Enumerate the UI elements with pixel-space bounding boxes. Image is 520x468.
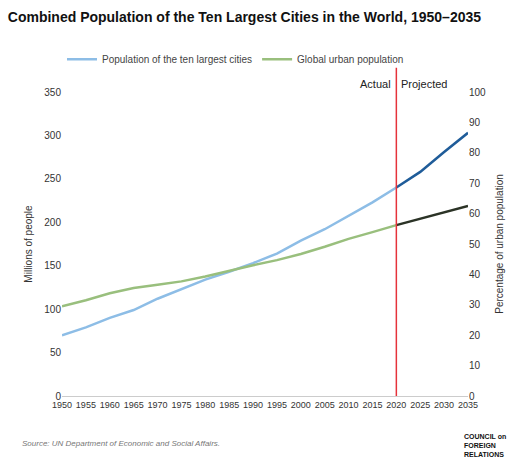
- svg-text:2015: 2015: [362, 400, 382, 410]
- svg-text:Global urban population: Global urban population: [297, 54, 403, 65]
- svg-text:2025: 2025: [410, 400, 430, 410]
- svg-text:Projected: Projected: [401, 78, 447, 90]
- svg-text:20: 20: [469, 330, 481, 341]
- svg-text:COUNCIL onFOREIGNRELATIONS: COUNCIL onFOREIGNRELATIONS: [464, 433, 506, 458]
- svg-text:1980: 1980: [195, 400, 215, 410]
- svg-text:1995: 1995: [267, 400, 287, 410]
- svg-text:2000: 2000: [291, 400, 311, 410]
- svg-text:2020: 2020: [386, 400, 406, 410]
- svg-text:90: 90: [469, 117, 481, 128]
- svg-text:30: 30: [469, 299, 481, 310]
- svg-text:1990: 1990: [243, 400, 263, 410]
- svg-text:1985: 1985: [219, 400, 239, 410]
- svg-text:2010: 2010: [339, 400, 359, 410]
- svg-text:1970: 1970: [148, 400, 168, 410]
- svg-text:300: 300: [44, 130, 61, 141]
- svg-text:50: 50: [469, 239, 481, 250]
- svg-text:80: 80: [469, 147, 481, 158]
- svg-text:0: 0: [55, 391, 61, 402]
- svg-text:10: 10: [469, 360, 481, 371]
- svg-text:Population of the ten largest: Population of the ten largest cities: [102, 54, 252, 65]
- svg-text:Source: UN Department of Econo: Source: UN Department of Economic and So…: [22, 439, 220, 448]
- svg-text:60: 60: [469, 208, 481, 219]
- svg-text:Actual: Actual: [360, 78, 391, 90]
- svg-text:2005: 2005: [315, 400, 335, 410]
- svg-text:2030: 2030: [434, 400, 454, 410]
- svg-text:Percentage of urban population: Percentage of urban population: [494, 174, 505, 314]
- svg-text:40: 40: [469, 269, 481, 280]
- svg-text:1955: 1955: [76, 400, 96, 410]
- svg-text:Combined Population of the Ten: Combined Population of the Ten Largest C…: [8, 9, 481, 25]
- svg-text:200: 200: [44, 217, 61, 228]
- svg-text:1950: 1950: [52, 400, 72, 410]
- svg-text:1965: 1965: [124, 400, 144, 410]
- svg-text:100: 100: [469, 87, 486, 98]
- svg-text:70: 70: [469, 178, 481, 189]
- svg-text:50: 50: [50, 347, 62, 358]
- svg-text:2035: 2035: [458, 400, 478, 410]
- svg-text:Millions of people: Millions of people: [23, 205, 34, 283]
- svg-text:250: 250: [44, 173, 61, 184]
- svg-text:150: 150: [44, 260, 61, 271]
- svg-text:1960: 1960: [100, 400, 120, 410]
- svg-text:100: 100: [44, 304, 61, 315]
- svg-text:350: 350: [44, 87, 61, 98]
- svg-text:1975: 1975: [171, 400, 191, 410]
- svg-text:0: 0: [469, 391, 475, 402]
